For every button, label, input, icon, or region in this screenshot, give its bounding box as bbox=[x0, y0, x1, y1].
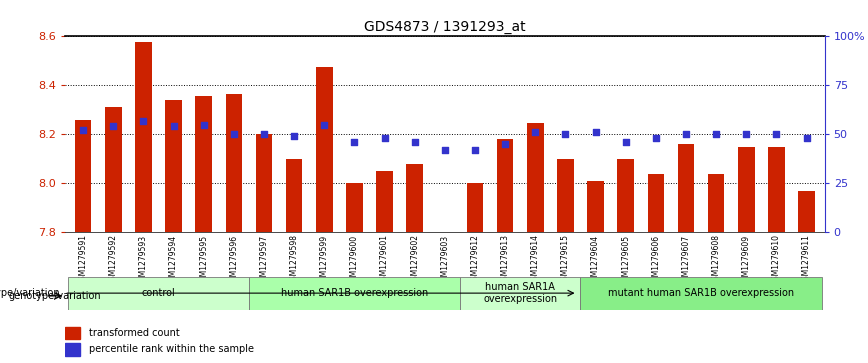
Bar bbox=[527, 123, 543, 232]
Text: GSM1279603: GSM1279603 bbox=[440, 234, 450, 286]
Bar bbox=[346, 183, 363, 232]
Text: control: control bbox=[141, 288, 175, 298]
Bar bbox=[768, 147, 785, 232]
Bar bbox=[648, 174, 664, 232]
Title: GDS4873 / 1391293_at: GDS4873 / 1391293_at bbox=[364, 20, 526, 34]
Bar bbox=[286, 159, 302, 232]
Text: transformed count: transformed count bbox=[89, 328, 180, 338]
Text: GSM1279604: GSM1279604 bbox=[591, 234, 600, 286]
Point bbox=[107, 123, 121, 129]
Point bbox=[347, 139, 361, 145]
Text: GSM1279605: GSM1279605 bbox=[621, 234, 630, 286]
Point bbox=[76, 127, 90, 133]
Point bbox=[378, 135, 391, 141]
FancyBboxPatch shape bbox=[581, 277, 822, 310]
Point bbox=[136, 118, 150, 123]
Text: GSM1279595: GSM1279595 bbox=[200, 234, 208, 286]
Point bbox=[529, 130, 542, 135]
Text: GSM1279599: GSM1279599 bbox=[319, 234, 329, 286]
Point bbox=[167, 123, 181, 129]
Text: genotype/variation: genotype/variation bbox=[0, 288, 60, 298]
Text: GSM1279600: GSM1279600 bbox=[350, 234, 359, 286]
Bar bbox=[678, 144, 694, 232]
Bar bbox=[707, 174, 725, 232]
Bar bbox=[226, 94, 242, 232]
Text: genotype/variation: genotype/variation bbox=[9, 291, 102, 301]
Text: percentile rank within the sample: percentile rank within the sample bbox=[89, 344, 254, 354]
Bar bbox=[406, 164, 423, 232]
Point bbox=[740, 131, 753, 137]
Bar bbox=[256, 134, 273, 232]
Bar bbox=[195, 96, 212, 232]
Text: GSM1279614: GSM1279614 bbox=[530, 234, 540, 285]
Point bbox=[709, 131, 723, 137]
Point bbox=[619, 139, 633, 145]
Bar bbox=[617, 159, 634, 232]
Point bbox=[257, 131, 271, 137]
Bar bbox=[65, 327, 80, 339]
Bar bbox=[65, 343, 80, 356]
Bar bbox=[135, 42, 152, 232]
Bar bbox=[557, 159, 574, 232]
Text: GSM1279613: GSM1279613 bbox=[501, 234, 510, 285]
Bar bbox=[738, 147, 754, 232]
Text: mutant human SAR1B overexpression: mutant human SAR1B overexpression bbox=[608, 288, 794, 298]
Text: GSM1279607: GSM1279607 bbox=[681, 234, 690, 286]
Text: GSM1279597: GSM1279597 bbox=[260, 234, 268, 286]
Text: GSM1279594: GSM1279594 bbox=[169, 234, 178, 286]
Point bbox=[437, 147, 451, 153]
Point bbox=[287, 133, 301, 139]
Point bbox=[468, 147, 482, 153]
Text: GSM1279602: GSM1279602 bbox=[411, 234, 419, 285]
Text: GSM1279593: GSM1279593 bbox=[139, 234, 148, 286]
Bar bbox=[799, 191, 815, 232]
Point bbox=[649, 135, 663, 141]
Point bbox=[197, 122, 211, 127]
FancyBboxPatch shape bbox=[460, 277, 581, 310]
Text: GSM1279612: GSM1279612 bbox=[470, 234, 479, 285]
Bar bbox=[165, 100, 182, 232]
Text: GSM1279615: GSM1279615 bbox=[561, 234, 570, 285]
Text: human SAR1A
overexpression: human SAR1A overexpression bbox=[483, 282, 557, 304]
Text: GSM1279601: GSM1279601 bbox=[380, 234, 389, 285]
Text: GSM1279596: GSM1279596 bbox=[229, 234, 239, 286]
FancyBboxPatch shape bbox=[249, 277, 460, 310]
Text: GSM1279611: GSM1279611 bbox=[802, 234, 811, 285]
Point bbox=[558, 131, 572, 137]
Point bbox=[498, 141, 512, 147]
Text: GSM1279592: GSM1279592 bbox=[108, 234, 118, 285]
Bar bbox=[588, 181, 604, 232]
Text: GSM1279610: GSM1279610 bbox=[772, 234, 781, 285]
Text: GSM1279608: GSM1279608 bbox=[712, 234, 720, 285]
Point bbox=[318, 122, 332, 127]
Text: GSM1279606: GSM1279606 bbox=[651, 234, 661, 286]
Bar bbox=[496, 139, 513, 232]
Point bbox=[679, 131, 693, 137]
Text: GSM1279591: GSM1279591 bbox=[79, 234, 88, 285]
Bar bbox=[316, 67, 332, 232]
Point bbox=[769, 131, 783, 137]
Bar bbox=[75, 119, 91, 232]
Text: GSM1279609: GSM1279609 bbox=[742, 234, 751, 286]
Point bbox=[408, 139, 422, 145]
Point bbox=[589, 130, 602, 135]
Point bbox=[227, 131, 240, 137]
Bar bbox=[377, 171, 393, 232]
Point bbox=[799, 135, 813, 141]
Text: GSM1279598: GSM1279598 bbox=[290, 234, 299, 285]
Bar bbox=[105, 107, 122, 232]
Bar bbox=[467, 183, 483, 232]
FancyBboxPatch shape bbox=[68, 277, 249, 310]
Text: human SAR1B overexpression: human SAR1B overexpression bbox=[281, 288, 428, 298]
